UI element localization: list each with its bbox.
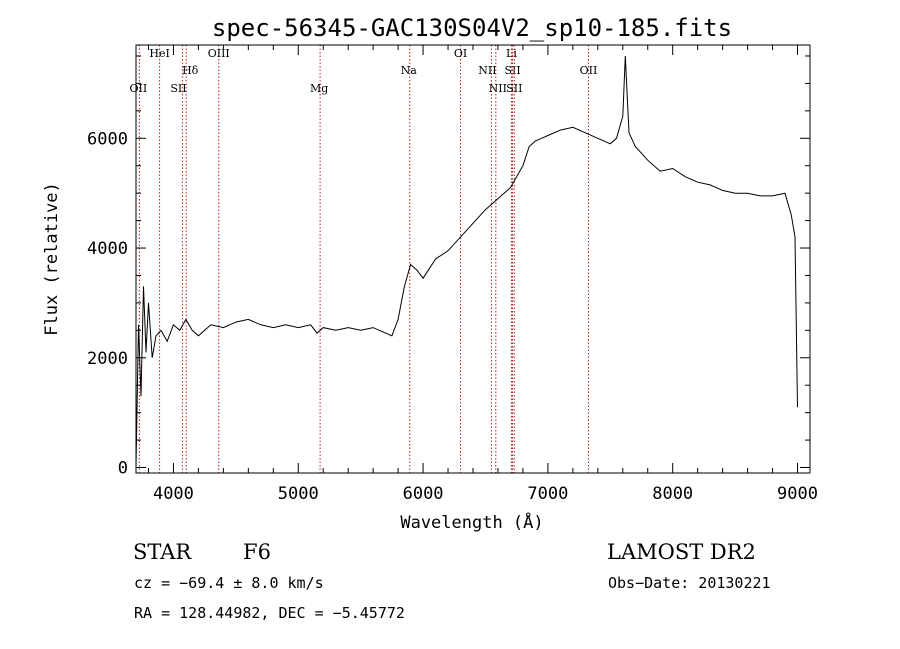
spectral-line-label: OII	[580, 64, 598, 77]
spectral-line-label: OIII	[208, 47, 230, 60]
chart-title: spec-56345-GAC130S04V2_sp10-185.fits	[212, 14, 732, 42]
x-axis-label: Wavelength (Å)	[400, 511, 543, 533]
y-tick-label: 2000	[87, 349, 128, 369]
spectral-line-label: HeI	[149, 47, 169, 60]
y-axis: 0 2000 4000 6000	[87, 55, 810, 479]
spectral-line-label: Hδ	[182, 64, 199, 77]
survey-name: LAMOST DR2	[607, 540, 756, 564]
spectral-line-label: OI	[454, 47, 467, 60]
observation-date: Obs−Date: 20130221	[608, 574, 771, 592]
spectral-line-label: Na	[401, 64, 418, 77]
x-tick-label: 6000	[403, 484, 444, 504]
spectral-line-label: SII	[506, 82, 522, 95]
y-tick-label: 4000	[87, 239, 128, 259]
spectrum-line	[135, 55, 798, 468]
spectral-line-label: Li	[506, 47, 517, 60]
sky-coordinates: RA = 128.44982, DEC = −5.45772	[134, 604, 405, 622]
y-tick-label: 6000	[87, 129, 128, 149]
x-tick-label: 4000	[153, 484, 194, 504]
plot-frame	[135, 44, 811, 474]
x-tick-label: 9000	[777, 484, 818, 504]
object-subclass: F6	[243, 540, 271, 564]
redshift-velocity: cz = −69.4 ± 8.0 km/s	[134, 574, 324, 592]
x-axis: 4000 5000 6000 7000 8000 9000	[147, 45, 818, 504]
x-tick-label: 8000	[652, 484, 693, 504]
spectral-line-label: NII	[489, 82, 507, 95]
spectral-line-markers: OII HeI Hδ SII OIII Mg Na OI NII NII Li SII SII OII	[130, 45, 598, 473]
y-axis-label: Flux (relative)	[42, 182, 62, 336]
spectral-line-label: SII	[170, 82, 186, 95]
object-class: STAR	[133, 540, 192, 564]
spectral-line-label: SII	[504, 64, 520, 77]
spectral-line-label: NII	[478, 64, 496, 77]
x-tick-label: 5000	[278, 484, 319, 504]
spectral-line-label: OII	[130, 82, 148, 95]
y-tick-label: 0	[118, 459, 128, 479]
x-tick-label: 7000	[527, 484, 568, 504]
spectral-line-label: Mg	[310, 82, 328, 95]
